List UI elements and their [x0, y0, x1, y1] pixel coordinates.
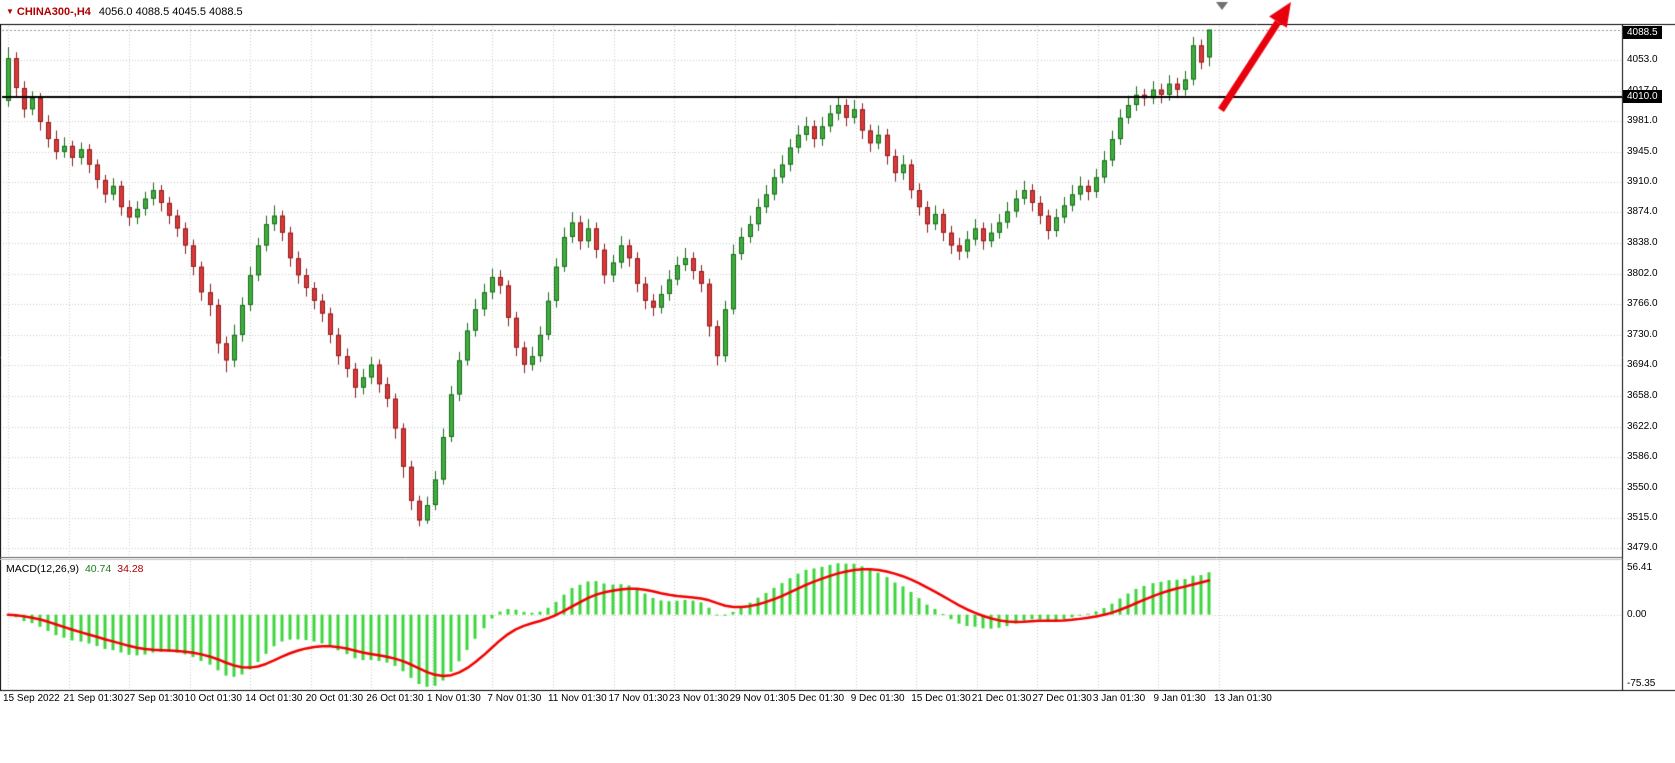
time-tick-label: 5 Dec 01:30	[790, 693, 845, 704]
price-tick-label: 3586.0	[1627, 451, 1658, 463]
time-tick-label: 29 Nov 01:30	[729, 693, 790, 704]
price-tick-label: 3802.0	[1627, 267, 1658, 279]
price-tick-label: 3838.0	[1627, 236, 1658, 248]
time-tick-label: 23 Nov 01:30	[669, 693, 729, 704]
time-tick-label: 10 Oct 01:30	[184, 693, 242, 704]
time-tick-label: 13 Jan 01:30	[1214, 693, 1272, 704]
chart-symbol-timeframe: CHINA300-,H4	[16, 6, 91, 18]
horizontal-line-price-badge: 4010.0	[1623, 89, 1662, 103]
macd-label: MACD(12,26,9) 40.74 34.28	[6, 563, 144, 575]
time-tick-label: 14 Oct 01:30	[245, 693, 303, 704]
macd-indicator-name: MACD(12,26,9)	[6, 563, 79, 575]
price-tick-label: 3874.0	[1627, 206, 1658, 218]
price-tick-label: 3515.0	[1627, 511, 1658, 523]
chart-title: ▼ CHINA300-,H4 4056.0 4088.5 4045.5 4088.5	[6, 6, 243, 18]
price-tick-label: 3766.0	[1627, 298, 1658, 310]
time-tick-label: 26 Oct 01:30	[366, 693, 424, 704]
price-tick-label: 3479.0	[1627, 542, 1658, 554]
price-tick-label: 3730.0	[1627, 328, 1658, 340]
time-tick-label: 21 Dec 01:30	[971, 693, 1032, 704]
time-tick-label: 9 Jan 01:30	[1153, 693, 1206, 704]
time-tick-label: 15 Dec 01:30	[911, 693, 971, 704]
macd-signal-value: 34.28	[117, 563, 144, 575]
price-tick-label: 4053.0	[1627, 53, 1658, 65]
time-tick-label: 15 Sep 2022	[3, 693, 60, 704]
time-tick-label: 21 Sep 01:30	[63, 693, 124, 704]
time-tick-label: 3 Jan 01:30	[1092, 693, 1146, 704]
price-tick-label: 3550.0	[1627, 482, 1658, 494]
time-tick-label: 17 Nov 01:30	[608, 693, 669, 704]
indicator-tick-label: -75.35	[1627, 678, 1656, 689]
current-price-badge: 4088.5	[1623, 26, 1662, 39]
chart-ohlc-values: 4056.0 4088.5 4045.5 4088.5	[98, 6, 243, 18]
time-tick-label: 7 Nov 01:30	[487, 693, 542, 704]
price-tick-label: 3945.0	[1627, 145, 1658, 157]
time-tick-label: 1 Nov 01:30	[426, 693, 481, 704]
macd-main-value: 40.74	[84, 563, 112, 575]
price-tick-label: 3694.0	[1627, 359, 1658, 371]
time-tick-label: 9 Dec 01:30	[850, 693, 905, 704]
time-tick-label: 20 Oct 01:30	[305, 693, 364, 704]
price-tick-label: 3658.0	[1627, 390, 1658, 402]
time-tick-label: 27 Dec 01:30	[1032, 693, 1092, 704]
indicator-tick-label: 56.41	[1627, 562, 1653, 573]
time-tick-label: 27 Sep 01:30	[124, 693, 184, 704]
symbol-dropdown-icon: ▼	[6, 7, 14, 16]
price-tick-label: 3981.0	[1627, 115, 1658, 127]
indicator-tick-label: 0.00	[1627, 608, 1647, 620]
price-tick-label: 3910.0	[1627, 175, 1658, 187]
price-tick-label: 3622.0	[1627, 420, 1658, 432]
time-tick-label: 11 Nov 01:30	[547, 693, 607, 704]
